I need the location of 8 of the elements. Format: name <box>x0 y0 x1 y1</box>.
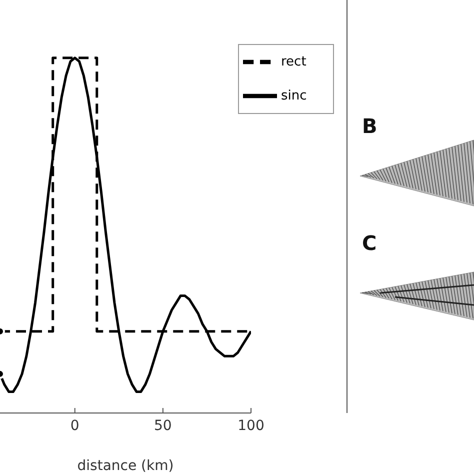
x-axis-title: distance (km) <box>77 458 174 474</box>
text: C <box>362 231 377 255</box>
x-tick-label: 100 <box>238 418 264 434</box>
legend-label: rect <box>281 54 306 70</box>
x-tick-label: 0 <box>70 418 80 434</box>
text: B <box>362 114 378 138</box>
legend-label: sinc <box>281 88 307 104</box>
x-tick-label: 50 <box>154 418 172 434</box>
